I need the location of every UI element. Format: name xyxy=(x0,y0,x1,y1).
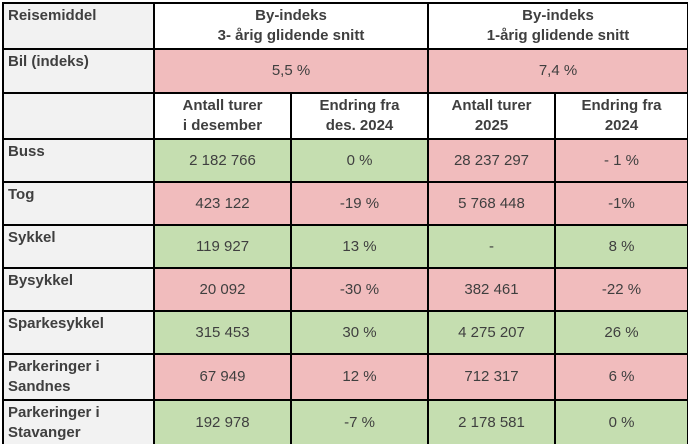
cell-stavanger-endring-des: -7 % xyxy=(290,399,429,444)
subheader-endring-2024: Endring fra 2024 xyxy=(553,92,688,140)
row-label-sykkel: Sykkel xyxy=(2,224,155,269)
cell-buss-turer-des: 2 182 766 xyxy=(153,138,292,183)
header-row-groups: Reisemiddel By-indeks 3- årig glidende s… xyxy=(2,2,688,50)
table-row-sparkesykkel: Sparkesykkel 315 453 30 % 4 275 207 26 % xyxy=(2,310,688,355)
cell-sparkesykkel-endring-2024: 26 % xyxy=(553,310,688,355)
table-row-bysykkel: Bysykkel 20 092 -30 % 382 461 -22 % xyxy=(2,267,688,312)
cell-tog-turer-2025: 5 768 448 xyxy=(427,181,556,226)
cell-buss-turer-2025: 28 237 297 xyxy=(427,138,556,183)
cell-buss-endring-des: 0 % xyxy=(290,138,429,183)
cell-sandnes-turer-des: 67 949 xyxy=(153,353,292,401)
row-label-bil: Bil (indeks) xyxy=(2,48,155,94)
cell-bil-3yr: 5,5 % xyxy=(153,48,429,94)
cell-bysykkel-turer-2025: 382 461 xyxy=(427,267,556,312)
table-row-sykkel: Sykkel 119 927 13 % - 8 % xyxy=(2,224,688,269)
cell-sykkel-turer-des: 119 927 xyxy=(153,224,292,269)
cell-sparkesykkel-turer-des: 315 453 xyxy=(153,310,292,355)
subheader-line: Endring fra xyxy=(581,97,662,114)
cell-bysykkel-endring-2024: -22 % xyxy=(553,267,688,312)
subheader-line: Antall turer xyxy=(182,97,263,114)
cell-buss-endring-2024: - 1 % xyxy=(553,138,688,183)
row-label-buss: Buss xyxy=(2,138,155,183)
table-row-parkeringer-sandnes: Parkeringer i Sandnes 67 949 12 % 712 31… xyxy=(2,353,688,401)
cell-stavanger-endring-2024: 0 % xyxy=(553,399,688,444)
header-row-sub: Antall turer i desember Endring fra des.… xyxy=(2,92,688,140)
group-header-3yr: By-indeks 3- årig glidende snitt xyxy=(153,2,429,50)
cell-sykkel-turer-2025: - xyxy=(427,224,556,269)
subheader-antall-2025: Antall turer 2025 xyxy=(427,92,556,140)
subheader-line: des. 2024 xyxy=(325,117,394,134)
table-row-parkeringer-stavanger: Parkeringer i Stavanger 192 978 -7 % 2 1… xyxy=(2,399,688,444)
row-bil-indeks: Bil (indeks) 5,5 % 7,4 % xyxy=(2,48,688,94)
cell-sparkesykkel-endring-des: 30 % xyxy=(290,310,429,355)
row-label-parkeringer-sandnes: Parkeringer i Sandnes xyxy=(2,353,155,401)
cell-sykkel-endring-des: 13 % xyxy=(290,224,429,269)
subheader-antall-desember: Antall turer i desember xyxy=(153,92,292,140)
cell-bil-1yr: 7,4 % xyxy=(426,48,688,94)
subheader-line: 2025 xyxy=(474,117,509,134)
cell-bysykkel-turer-des: 20 092 xyxy=(153,267,292,312)
subheader-line: 2024 xyxy=(604,117,639,134)
subheader-line: Antall turer xyxy=(451,97,532,114)
cell-bysykkel-endring-des: -30 % xyxy=(290,267,429,312)
table-row-tog: Tog 423 122 -19 % 5 768 448 -1% xyxy=(2,181,688,226)
subheader-line: Endring fra xyxy=(319,97,400,114)
cell-tog-endring-2024: -1% xyxy=(553,181,688,226)
subheader-endring-des: Endring fra des. 2024 xyxy=(290,92,429,140)
row-label-bysykkel: Bysykkel xyxy=(2,267,155,312)
cell-sandnes-endring-des: 12 % xyxy=(290,353,429,401)
corner-header: Reisemiddel xyxy=(2,2,155,50)
cell-tog-turer-des: 423 122 xyxy=(153,181,292,226)
cell-sparkesykkel-turer-2025: 4 275 207 xyxy=(427,310,556,355)
table-row-buss: Buss 2 182 766 0 % 28 237 297 - 1 % xyxy=(2,138,688,183)
group-header-1yr-line1: By-indeks xyxy=(522,7,594,24)
subheader-empty xyxy=(2,92,155,140)
row-label-parkeringer-stavanger: Parkeringer i Stavanger xyxy=(2,399,155,444)
cell-stavanger-turer-des: 192 978 xyxy=(153,399,292,444)
subheader-line: i desember xyxy=(182,117,263,134)
row-label-sparkesykkel: Sparkesykkel xyxy=(2,310,155,355)
cell-sandnes-endring-2024: 6 % xyxy=(553,353,688,401)
cell-tog-endring-des: -19 % xyxy=(290,181,429,226)
cell-stavanger-turer-2025: 2 178 581 xyxy=(427,399,556,444)
group-header-1yr: By-indeks 1-årig glidende snitt xyxy=(426,2,688,50)
group-header-3yr-line1: By-indeks xyxy=(255,7,327,24)
group-header-1yr-line2: 1-årig glidende snitt xyxy=(486,27,630,44)
cell-sykkel-endring-2024: 8 % xyxy=(553,224,688,269)
cell-sandnes-turer-2025: 712 317 xyxy=(427,353,556,401)
row-label-tog: Tog xyxy=(2,181,155,226)
group-header-3yr-line2: 3- årig glidende snitt xyxy=(217,27,365,44)
